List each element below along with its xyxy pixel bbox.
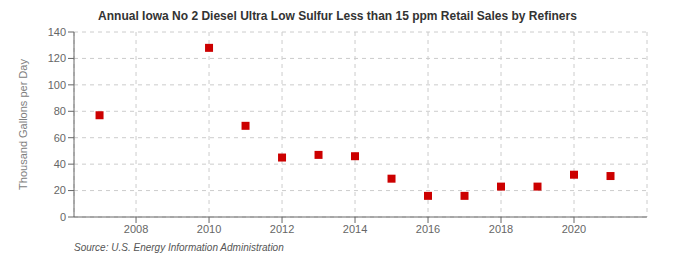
svg-text:2012: 2012 [270,223,294,235]
svg-text:Thousand Gallons per Day: Thousand Gallons per Day [17,59,29,190]
svg-text:140: 140 [48,26,66,38]
svg-text:2008: 2008 [124,223,148,235]
svg-text:2018: 2018 [489,223,513,235]
svg-text:100: 100 [48,79,66,91]
svg-text:0: 0 [60,211,66,223]
svg-text:40: 40 [54,158,66,170]
html-text:Source: U.S. Energy Informatio: Source: U.S. Energy Information Administ… [74,242,284,253]
svg-text:80: 80 [54,105,66,117]
svg-text:2014: 2014 [343,223,367,235]
svg-text:20: 20 [54,184,66,196]
html-text:Annual Iowa No 2 Diesel Ultra: Annual Iowa No 2 Diesel Ultra Low Sulfur… [98,9,577,23]
svg-text:120: 120 [48,52,66,64]
svg-text:2020: 2020 [562,223,586,235]
svg-text:2016: 2016 [416,223,440,235]
svg-text:60: 60 [54,132,66,144]
svg-text:2010: 2010 [197,223,221,235]
